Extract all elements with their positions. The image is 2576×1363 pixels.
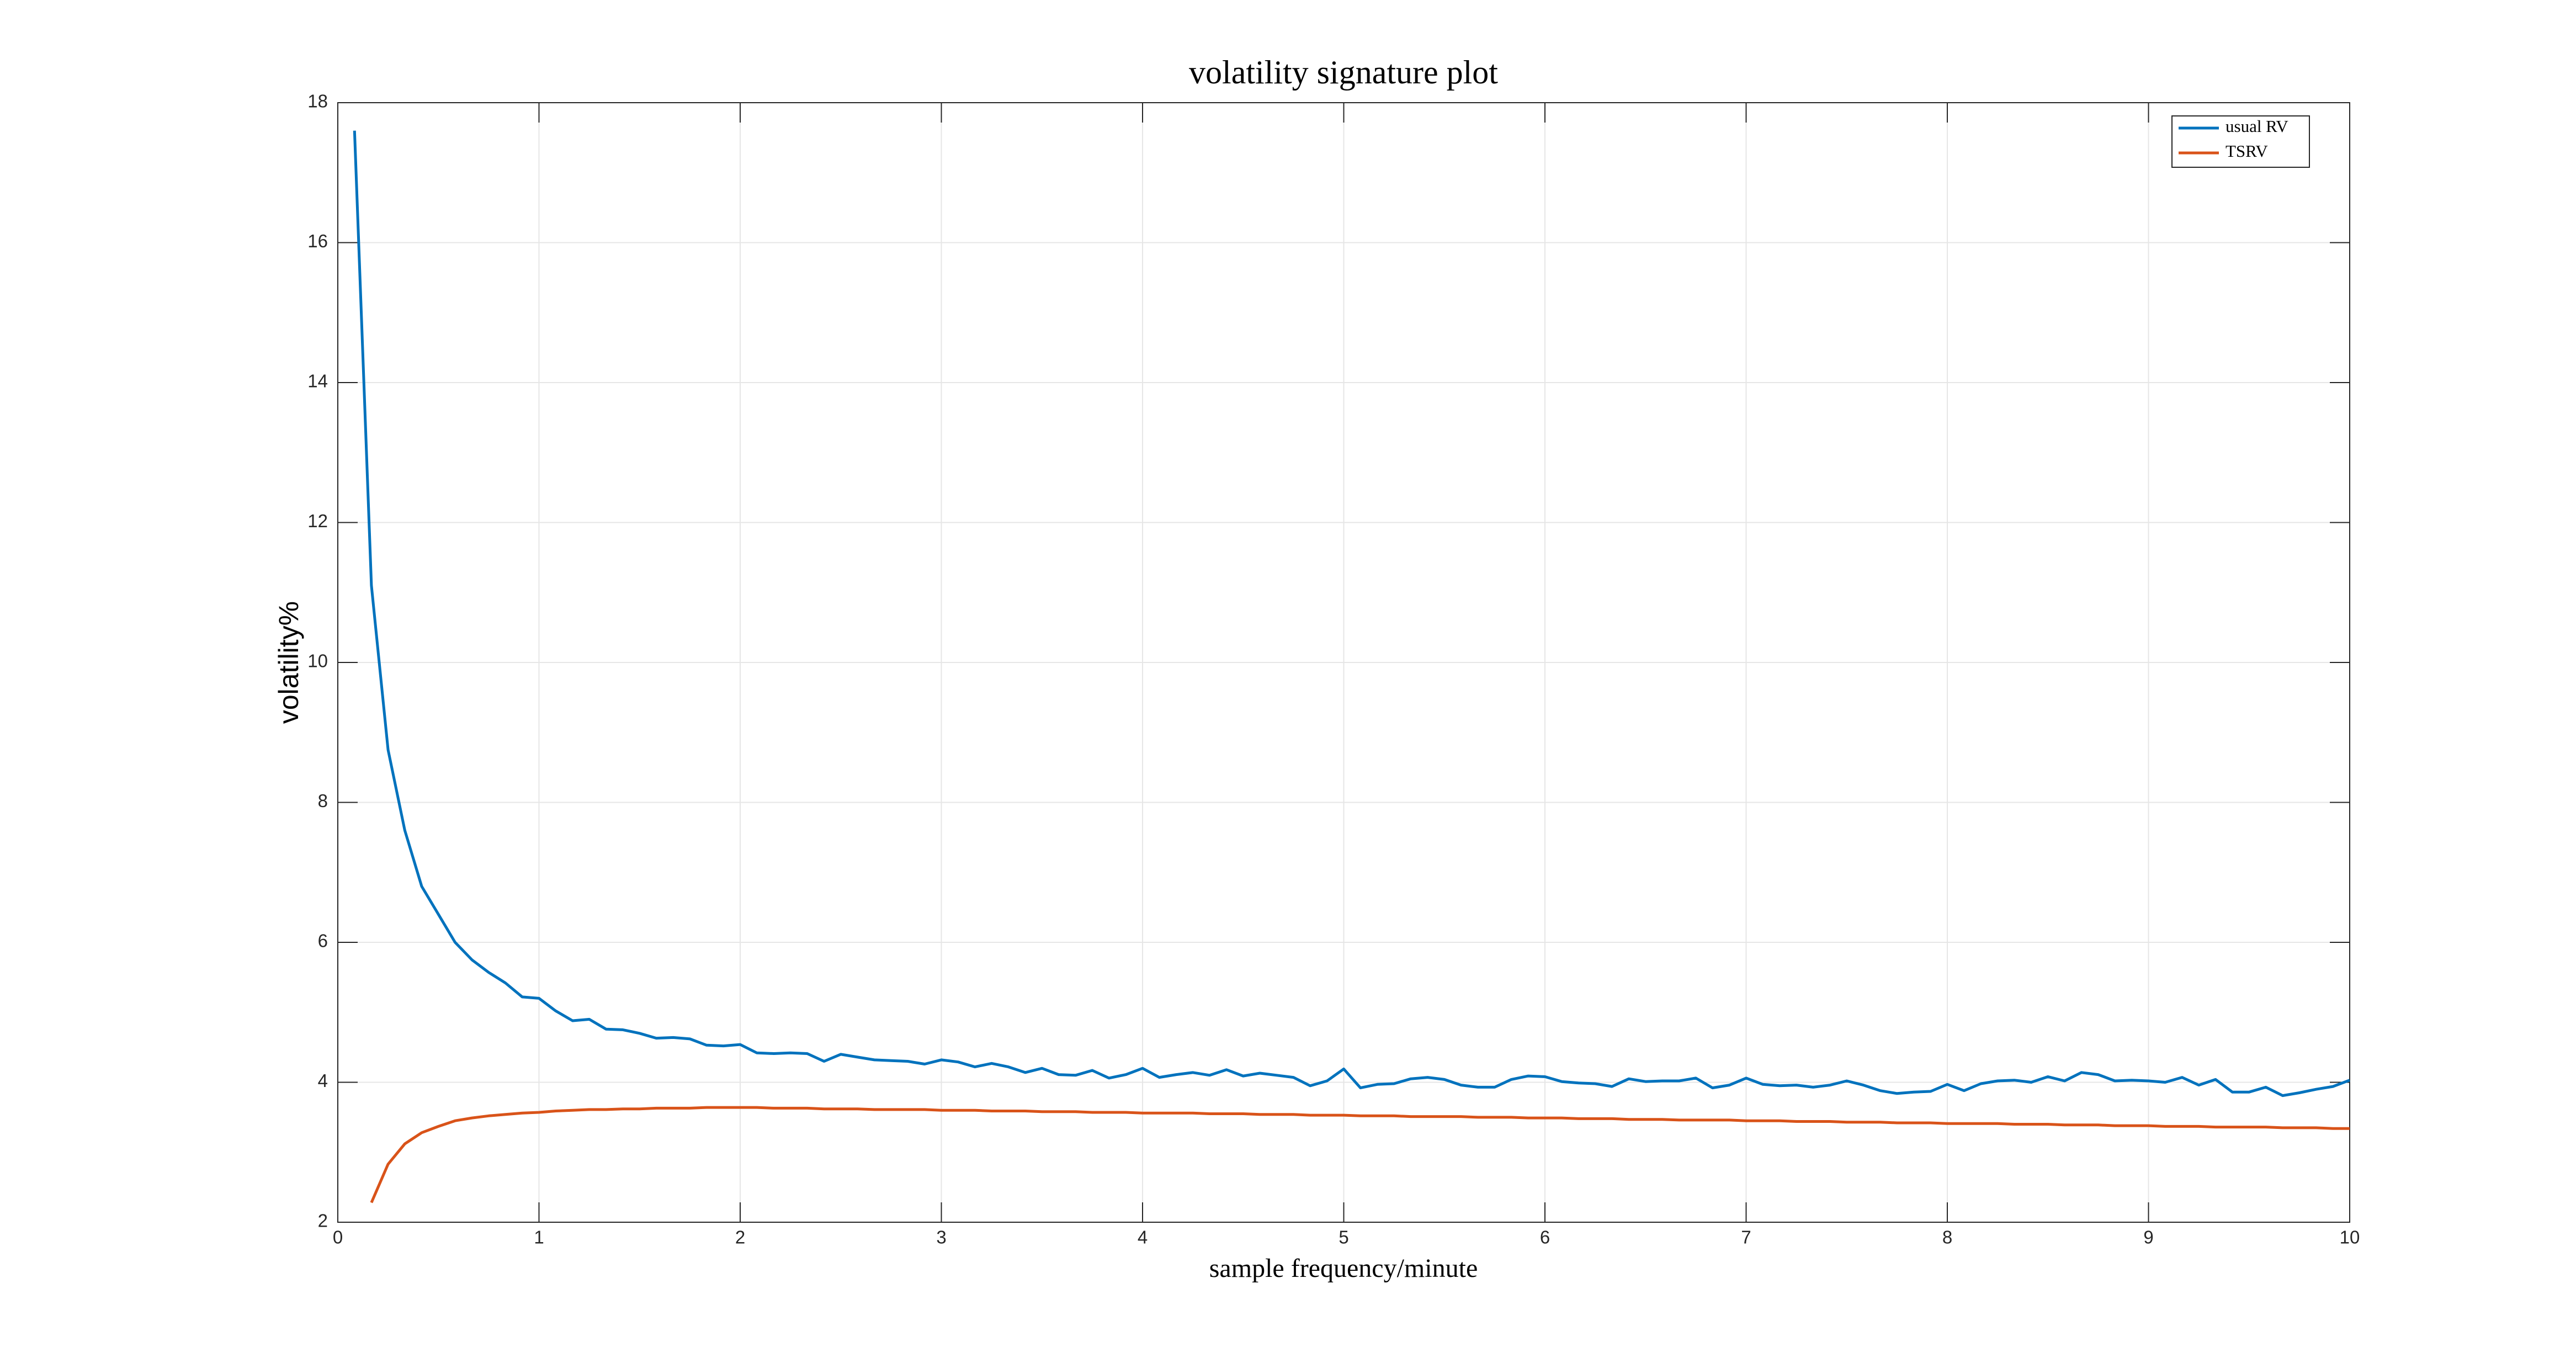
- legend-box: [2171, 115, 2310, 168]
- y-tick-label: 4: [318, 1070, 328, 1091]
- axes-box: [337, 102, 2350, 1223]
- x-tick-label: 3: [936, 1227, 946, 1248]
- chart-title: volatility signature plot: [1189, 54, 1498, 91]
- x-tick-label: 7: [1741, 1227, 1751, 1248]
- y-tick-label: 16: [307, 231, 328, 251]
- x-tick-label: 0: [333, 1227, 343, 1248]
- legend-label: usual RV: [2226, 116, 2288, 136]
- y-axis-label: volatility%: [273, 601, 304, 724]
- x-tick-label: 8: [1942, 1227, 1952, 1248]
- x-tick-label: 1: [534, 1227, 544, 1248]
- y-tick-label: 6: [318, 931, 328, 951]
- series-line: [353, 130, 2350, 1097]
- x-tick-label: 10: [2340, 1227, 2360, 1248]
- x-tick-label: 6: [1540, 1227, 1550, 1248]
- legend-label: TSRV: [2226, 141, 2268, 161]
- x-tick-label: 2: [735, 1227, 745, 1248]
- series-line: [370, 1106, 2350, 1203]
- y-tick-label: 12: [307, 511, 328, 531]
- y-tick-label: 8: [318, 791, 328, 811]
- legend: usual RV TSRV: [2171, 115, 2310, 168]
- y-tick-label: 18: [307, 91, 328, 112]
- y-tick-label: 2: [318, 1211, 328, 1231]
- x-tick-label: 4: [1138, 1227, 1148, 1248]
- y-tick-label: 14: [307, 371, 328, 391]
- x-tick-label: 5: [1339, 1227, 1348, 1248]
- y-tick-label: 10: [307, 651, 328, 671]
- x-axis-label: sample frequency/minute: [1209, 1254, 1478, 1283]
- x-tick-label: 9: [2143, 1227, 2153, 1248]
